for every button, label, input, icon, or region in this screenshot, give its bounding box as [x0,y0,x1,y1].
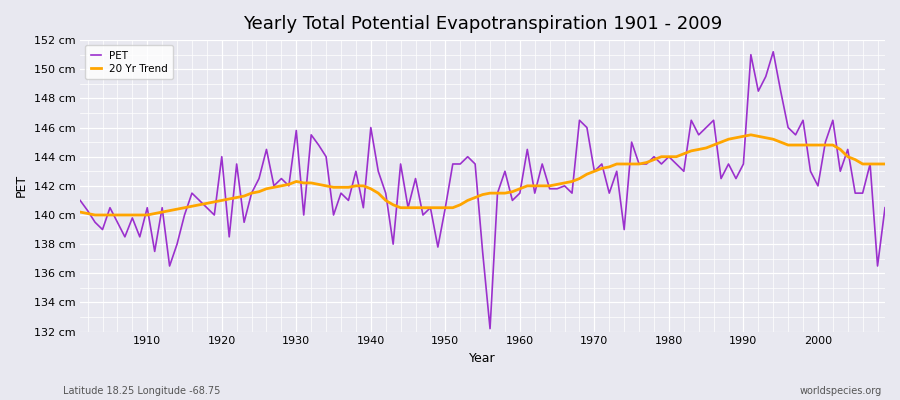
20 Yr Trend [142,212,153,217]
PET [879,205,890,210]
PET [75,198,86,203]
20 Yr Trend [515,186,526,191]
Text: worldspecies.org: worldspecies.org [800,386,882,396]
20 Yr Trend [90,212,101,217]
20 Yr Trend [745,132,756,137]
Text: Latitude 18.25 Longitude -68.75: Latitude 18.25 Longitude -68.75 [63,386,220,396]
Line: PET: PET [80,52,885,329]
Y-axis label: PET: PET [15,174,28,198]
20 Yr Trend [879,162,890,166]
20 Yr Trend [306,180,317,185]
20 Yr Trend [350,184,361,188]
PET [611,169,622,174]
Line: 20 Yr Trend: 20 Yr Trend [80,135,885,215]
PET [298,212,309,217]
20 Yr Trend [522,184,533,188]
20 Yr Trend [611,162,622,166]
PET [515,191,526,196]
PET [522,147,533,152]
PET [768,49,778,54]
PET [484,326,495,331]
PET [134,234,145,239]
PET [343,198,354,203]
X-axis label: Year: Year [469,352,496,365]
Legend: PET, 20 Yr Trend: PET, 20 Yr Trend [86,45,174,79]
20 Yr Trend [75,210,86,214]
Title: Yearly Total Potential Evapotranspiration 1901 - 2009: Yearly Total Potential Evapotranspiratio… [243,15,722,33]
